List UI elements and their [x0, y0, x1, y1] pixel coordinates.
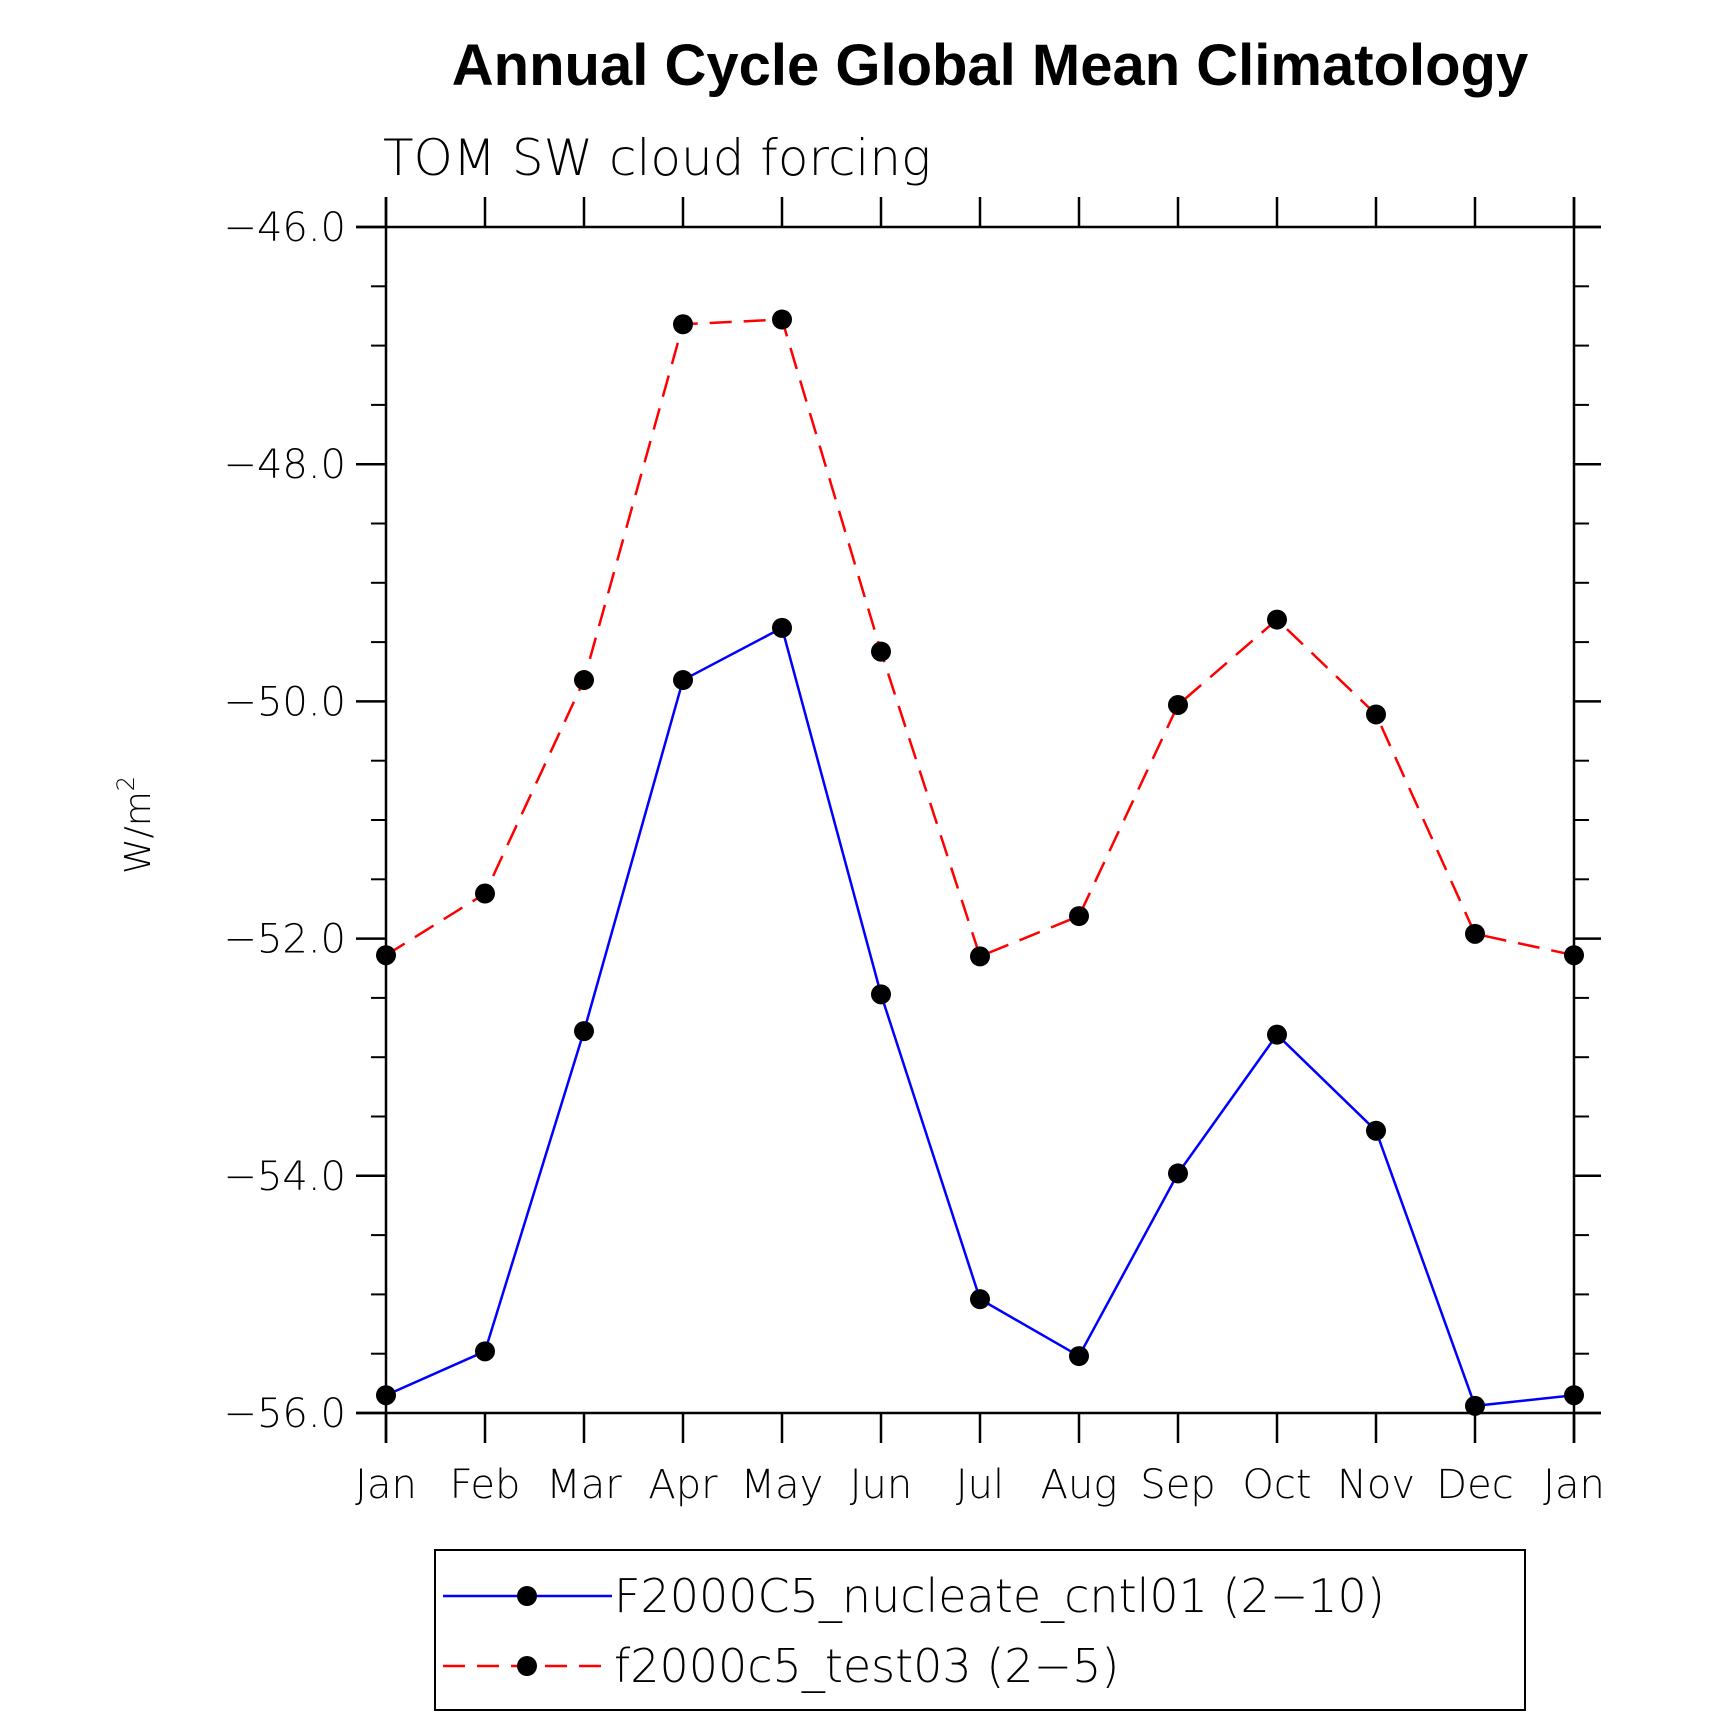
legend-marker-1	[517, 1586, 537, 1606]
series-1-point	[1465, 1395, 1485, 1416]
y-tick-label: −54.0	[223, 1154, 346, 1200]
x-tick-label: Sep	[1140, 1462, 1215, 1508]
x-tick-label: Oct	[1242, 1462, 1311, 1508]
series-2-point	[772, 309, 792, 330]
legend-marker-2	[517, 1656, 537, 1676]
x-tick-label: Jan	[1543, 1462, 1605, 1508]
series-1-point	[1168, 1163, 1188, 1184]
x-tick-label: Jan	[355, 1462, 417, 1508]
series-1-point	[772, 617, 792, 638]
y-axis-label: W/m2	[112, 776, 159, 874]
series-1-point	[574, 1021, 594, 1042]
series-2-point	[673, 314, 693, 335]
chart-title: Annual Cycle Global Mean Climatology	[452, 33, 1528, 98]
series-2-point	[1168, 694, 1188, 715]
series-1-point	[1069, 1346, 1089, 1367]
series-1-point	[871, 984, 891, 1005]
series-2-point	[871, 641, 891, 662]
y-axis-label-unit: W/m	[118, 791, 159, 874]
series-2-point	[376, 945, 396, 966]
series-1-point	[970, 1289, 990, 1310]
series-1-point	[475, 1341, 495, 1362]
legend-items: F2000C5_nucleate_cntl01 (2−10) f2000c5_te…	[443, 1569, 1385, 1693]
y-tick-label: −56.0	[223, 1391, 346, 1437]
series-2-point	[970, 946, 990, 967]
x-tick-label: Jun	[850, 1462, 913, 1508]
legend-label-2: f2000c5_test03 (2−5)	[614, 1639, 1119, 1693]
series-2-point	[574, 670, 594, 691]
x-tick-label: Jul	[956, 1462, 1004, 1508]
series-1-point	[1267, 1024, 1287, 1045]
chart-subtitle: TOM SW cloud forcing	[383, 129, 931, 187]
series-1-point	[376, 1385, 396, 1406]
y-tick-label: −48.0	[223, 442, 346, 488]
plot-frame	[356, 197, 1601, 1443]
series-line-2	[385, 318, 1575, 959]
series-2-point	[1267, 609, 1287, 630]
series-2-point	[475, 883, 495, 904]
y-tick-label: −46.0	[223, 205, 346, 251]
series-1-point	[1366, 1120, 1386, 1141]
series-2-point	[1069, 906, 1089, 927]
y-axis: −46.0 −48.0 −50.0 −52.0 −54.0 −56.0	[223, 205, 1601, 1437]
series-1-point	[673, 670, 693, 691]
x-axis: Jan Feb Mar Apr May Jun Jul Aug Sep Oct Nov Dec Jan	[355, 197, 1605, 1508]
x-tick-label: Aug	[1041, 1462, 1118, 1508]
legend: F2000C5_nucleate_cntl01 (2−10) f2000c5_te…	[434, 1549, 1526, 1711]
y-tick-label: −52.0	[223, 917, 346, 963]
legend-box	[434, 1549, 1526, 1711]
series-2-point	[1366, 704, 1386, 725]
y-tick-label: −50.0	[223, 679, 346, 725]
series-2-point	[1465, 923, 1485, 944]
x-tick-label: Apr	[648, 1462, 718, 1508]
series-2-point	[1564, 945, 1584, 966]
x-tick-label: Dec	[1436, 1462, 1513, 1508]
x-tick-label: Feb	[450, 1462, 521, 1508]
legend-label-1: F2000C5_nucleate_cntl01 (2−10)	[614, 1569, 1385, 1623]
series-1-point	[1564, 1385, 1584, 1406]
x-tick-label: Nov	[1337, 1462, 1415, 1508]
y-axis-label-superscript: 2	[112, 776, 140, 791]
series-layer	[376, 309, 1584, 1416]
x-tick-label: May	[741, 1462, 824, 1508]
x-tick-label: Mar	[546, 1462, 622, 1508]
